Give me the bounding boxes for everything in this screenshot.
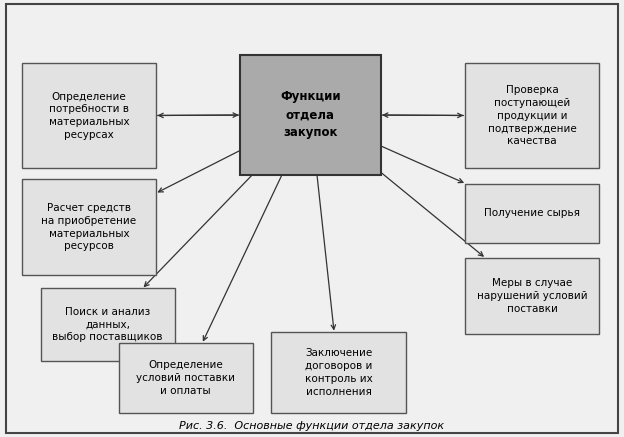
FancyBboxPatch shape — [6, 4, 618, 433]
FancyBboxPatch shape — [465, 184, 599, 243]
Text: Меры в случае
нарушений условий
поставки: Меры в случае нарушений условий поставки — [477, 278, 587, 314]
Text: Поиск и анализ
данных,
выбор поставщиков: Поиск и анализ данных, выбор поставщиков — [52, 307, 163, 342]
Text: Определение
потребности в
материальных
ресурсах: Определение потребности в материальных р… — [49, 92, 129, 140]
FancyBboxPatch shape — [271, 332, 406, 413]
FancyBboxPatch shape — [465, 258, 599, 334]
FancyBboxPatch shape — [22, 179, 156, 275]
Text: Функции
отдела
закупок: Функции отдела закупок — [280, 90, 341, 139]
Text: Расчет средств
на приобретение
материальных
ресурсов: Расчет средств на приобретение материаль… — [41, 203, 137, 251]
Text: Проверка
поступающей
продукции и
подтверждение
качества: Проверка поступающей продукции и подтвер… — [487, 85, 577, 146]
FancyBboxPatch shape — [41, 288, 175, 361]
Text: Получение сырья: Получение сырья — [484, 208, 580, 218]
Text: Определение
условий поставки
и оплаты: Определение условий поставки и оплаты — [136, 360, 235, 396]
FancyBboxPatch shape — [119, 343, 253, 413]
FancyBboxPatch shape — [240, 55, 381, 175]
Text: Рис. 3.6.  Основные функции отдела закупок: Рис. 3.6. Основные функции отдела закупо… — [180, 421, 444, 431]
Text: Заключение
договоров и
контроль их
исполнения: Заключение договоров и контроль их испол… — [305, 348, 373, 397]
FancyBboxPatch shape — [22, 63, 156, 168]
FancyBboxPatch shape — [465, 63, 599, 168]
